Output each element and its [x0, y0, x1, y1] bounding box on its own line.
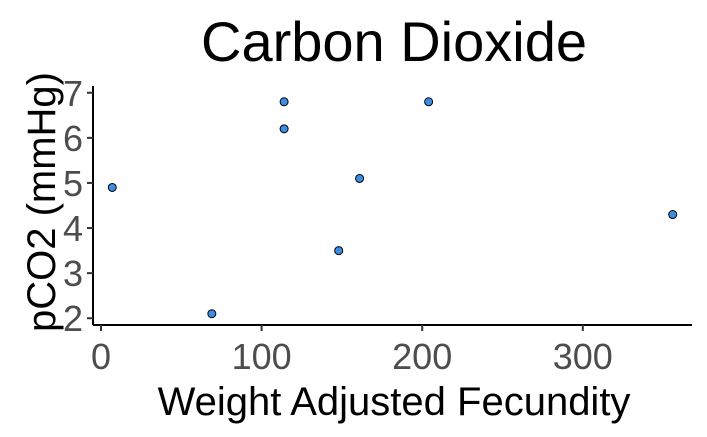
- data-point: [355, 173, 365, 183]
- data-point: [424, 97, 434, 107]
- data-point: [668, 210, 678, 220]
- y-tick-label: 6: [63, 118, 83, 159]
- y-tick-label: 7: [63, 73, 83, 114]
- data-point: [107, 182, 117, 192]
- chart-title: Carbon Dioxide: [201, 10, 587, 73]
- data-point: [279, 124, 289, 134]
- y-tick-label: 2: [63, 298, 83, 339]
- x-tick-label: 200: [392, 336, 452, 377]
- data-point: [334, 246, 344, 256]
- y-tick-label: 3: [63, 253, 83, 294]
- y-tick-label: 5: [63, 163, 83, 204]
- y-axis-title: pCO2 (mmHg): [20, 72, 64, 332]
- data-points: [107, 97, 678, 319]
- x-tick-label: 100: [232, 336, 292, 377]
- data-point: [207, 309, 217, 319]
- y-tick-label: 4: [63, 208, 83, 249]
- x-tick-label: 300: [553, 336, 613, 377]
- x-tick-label: 0: [91, 336, 111, 377]
- x-axis-ticks: 0 100 200 300: [91, 325, 613, 377]
- data-point: [279, 97, 289, 107]
- x-axis-title: Weight Adjusted Fecundity: [158, 380, 631, 424]
